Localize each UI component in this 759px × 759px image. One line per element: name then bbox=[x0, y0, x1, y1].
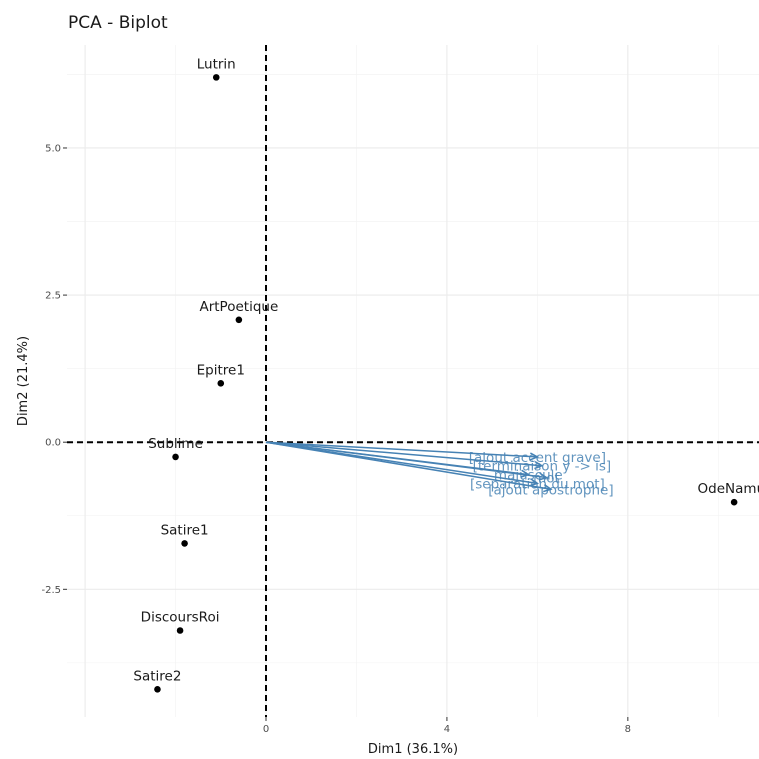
individual-label: Sublime bbox=[148, 436, 203, 452]
y-tick-label: -2.5 bbox=[41, 585, 61, 596]
x-tick-label: 0 bbox=[263, 724, 269, 735]
variable-label: [ajout accent grave] bbox=[469, 450, 606, 466]
variable-arrowhead bbox=[529, 452, 540, 461]
variable-arrowhead bbox=[534, 461, 544, 470]
variable-arrow bbox=[265, 441, 547, 479]
individual-label: Satire1 bbox=[161, 522, 209, 538]
y-tick-label: 5.0 bbox=[45, 143, 61, 154]
individual-points bbox=[154, 74, 738, 693]
variable-arrowhead bbox=[529, 478, 540, 487]
individual-point bbox=[172, 453, 179, 461]
individual-point bbox=[235, 316, 243, 324]
x-axis-label: Dim1 (36.1%) bbox=[368, 742, 458, 757]
variable-label: majuscule bbox=[494, 468, 563, 484]
reference-lines bbox=[67, 45, 759, 717]
individual-point bbox=[181, 540, 188, 547]
variable-label: [terminaison y -> is] bbox=[473, 459, 612, 475]
individual-point bbox=[217, 380, 225, 387]
variable-label: mot bbox=[533, 471, 560, 487]
individual-label: DiscoursRoi bbox=[141, 609, 220, 625]
y-axis-label: Dim2 (21.4%) bbox=[16, 336, 31, 426]
variable-labels: [ajout accent grave][terminaison y -> is… bbox=[469, 450, 614, 498]
individual-point bbox=[730, 498, 738, 506]
individual-point bbox=[212, 74, 220, 81]
individual-label: Epitre1 bbox=[197, 362, 245, 378]
x-tick-label: 4 bbox=[444, 724, 450, 735]
y-tick-label: 2.5 bbox=[45, 291, 61, 302]
chart-title: PCA - Biplot bbox=[68, 13, 168, 33]
x-tick-label: 8 bbox=[625, 724, 631, 735]
individual-label: Lutrin bbox=[197, 56, 236, 72]
y-tick-label: 0.0 bbox=[45, 438, 61, 449]
individual-point bbox=[176, 627, 184, 634]
individual-label: ArtPoetique bbox=[199, 299, 278, 315]
variable-label: [ajout apostrophe] bbox=[488, 482, 613, 498]
variable-arrow bbox=[265, 441, 542, 467]
individual-point bbox=[154, 686, 161, 693]
variable-arrow bbox=[265, 441, 538, 458]
individual-label: Satire2 bbox=[133, 668, 181, 684]
grid-minor bbox=[67, 45, 759, 717]
variable-arrowhead bbox=[543, 484, 553, 493]
variable-label: [separation du mot] bbox=[470, 476, 605, 492]
individual-labels: Lutrin ArtPoetique Epitre1 Sublime Satire1 Di… bbox=[133, 56, 759, 684]
variable-arrow bbox=[265, 441, 552, 491]
variable-arrowhead bbox=[538, 472, 549, 481]
individual-label: OdeNamur bbox=[698, 481, 759, 497]
axis-ticks: 0 4 8 -2.5 0.0 2.5 5.0 bbox=[41, 143, 631, 735]
plot-panel bbox=[67, 45, 759, 717]
variable-arrows bbox=[265, 441, 553, 493]
